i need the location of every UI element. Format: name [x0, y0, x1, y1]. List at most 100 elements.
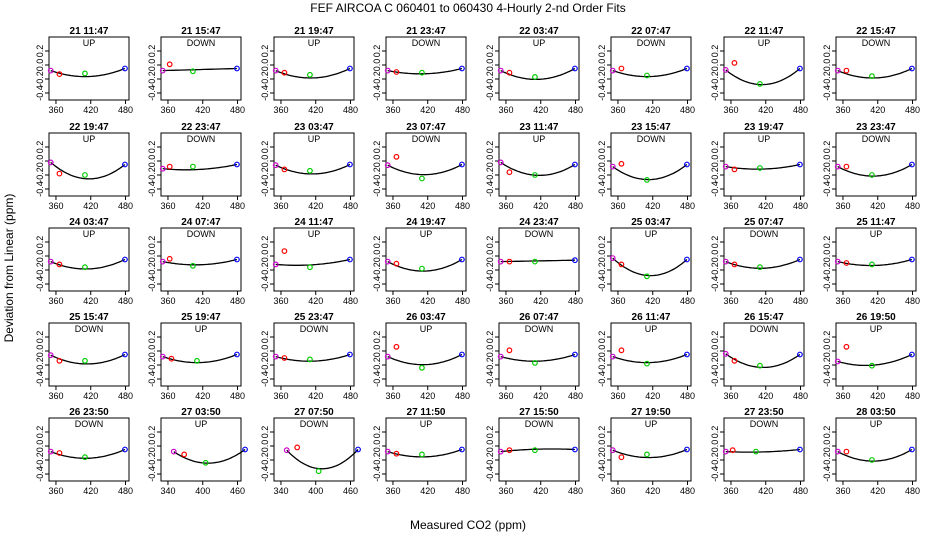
data-point [384, 162, 391, 169]
x-tick-label: 480 [118, 201, 133, 211]
data-point [347, 351, 353, 358]
data-point [722, 350, 729, 357]
panel-frame [835, 322, 917, 387]
panel-title: 26 19:50 [856, 312, 896, 323]
x-tick-label: 360 [498, 296, 513, 306]
y-tick-label: -0.2 [260, 262, 270, 278]
panel-title: 25 23:47 [294, 312, 334, 323]
y-tick-label: -0.4 [260, 466, 270, 482]
panel-title: 26 11:47 [632, 312, 671, 323]
panel-title: 23 23:47 [856, 122, 896, 133]
x-tick-label: 360 [610, 391, 625, 401]
y-tick-label: -0.4 [597, 85, 607, 101]
data-point [834, 258, 841, 265]
x-tick-label: 480 [230, 391, 245, 401]
panel-direction: DOWN [187, 134, 216, 144]
y-tick-label: 0.0 [597, 155, 607, 168]
panel-direction: DOWN [75, 419, 104, 429]
data-point [618, 65, 625, 72]
fit-curve [837, 258, 913, 267]
data-point [166, 255, 173, 262]
data-point [56, 71, 63, 77]
data-point [459, 256, 465, 263]
y-tick-label: 0.0 [822, 250, 832, 263]
fit-curve [725, 68, 801, 86]
data-point [572, 257, 578, 264]
y-tick-label: -0.4 [597, 466, 607, 482]
data-point [168, 355, 175, 362]
y-tick-label: 0.0 [822, 440, 832, 453]
data-point [393, 343, 400, 350]
panel-title: 21 23:47 [406, 26, 446, 37]
x-tick-label: 360 [385, 201, 400, 211]
x-tick-label: 480 [230, 201, 245, 211]
x-tick-label: 360 [385, 105, 400, 115]
y-tick-label: 0.2 [597, 236, 607, 249]
data-point [497, 353, 504, 360]
data-point [869, 261, 875, 268]
x-tick-label: 420 [758, 391, 773, 401]
x-tick-label: 420 [195, 105, 210, 115]
data-point [757, 264, 763, 271]
panel-direction: UP [420, 419, 433, 429]
fit-curve [725, 353, 801, 369]
y-tick-label: -0.4 [597, 276, 607, 292]
y-tick-label: -0.4 [710, 371, 720, 387]
panel-title: 21 11:47 [70, 26, 109, 37]
y-tick-label: 0.0 [597, 250, 607, 263]
y-tick-label: -0.2 [35, 71, 45, 87]
data-point [609, 163, 616, 170]
data-point [684, 256, 690, 263]
y-tick-label: 0.2 [147, 45, 157, 58]
x-tick-label: 480 [568, 391, 583, 401]
y-tick-label: 0.2 [485, 45, 495, 58]
data-point [731, 357, 738, 364]
panel-title: 23 19:47 [744, 122, 784, 133]
y-tick-label: -0.2 [710, 71, 720, 87]
panel-title: 22 19:47 [69, 122, 109, 133]
data-point [281, 248, 288, 255]
x-tick-label: 420 [758, 486, 773, 496]
fit-curve [173, 448, 246, 464]
data-point [459, 161, 465, 168]
fit-curve [387, 67, 463, 75]
y-tick-label: -0.4 [822, 466, 832, 482]
x-tick-label: 420 [758, 105, 773, 115]
x-tick-label: 420 [420, 486, 435, 496]
panel-title: 24 11:47 [295, 217, 334, 228]
panel-direction: DOWN [187, 38, 216, 48]
x-tick-label: 480 [680, 296, 695, 306]
x-tick-label: 480 [905, 105, 920, 115]
fit-curve [500, 448, 575, 453]
y-tick-label: 0.2 [35, 45, 45, 58]
panel-direction: DOWN [412, 134, 441, 144]
y-tick-label: 0.0 [485, 440, 495, 453]
data-point [272, 162, 279, 169]
x-tick-label: 420 [870, 105, 885, 115]
y-tick-label: 0.2 [35, 426, 45, 439]
y-tick-label: 0.0 [35, 345, 45, 358]
panel-title: 24 03:47 [69, 217, 109, 228]
fit-curve [725, 448, 800, 453]
data-point [797, 351, 803, 358]
data-point [644, 360, 650, 367]
panel-frame [160, 417, 242, 482]
data-point [609, 255, 616, 262]
y-tick-label: 0.2 [372, 141, 382, 154]
data-point [384, 258, 391, 265]
y-tick-label: -0.2 [372, 452, 382, 468]
y-tick-label: 0.2 [597, 426, 607, 439]
x-tick-label: 480 [793, 296, 808, 306]
data-point [166, 61, 173, 68]
x-tick-label: 360 [723, 201, 738, 211]
data-point [722, 258, 729, 265]
data-point [202, 459, 209, 466]
data-point [315, 468, 322, 475]
y-tick-label: -0.4 [710, 276, 720, 292]
x-tick-label: 420 [83, 486, 98, 496]
